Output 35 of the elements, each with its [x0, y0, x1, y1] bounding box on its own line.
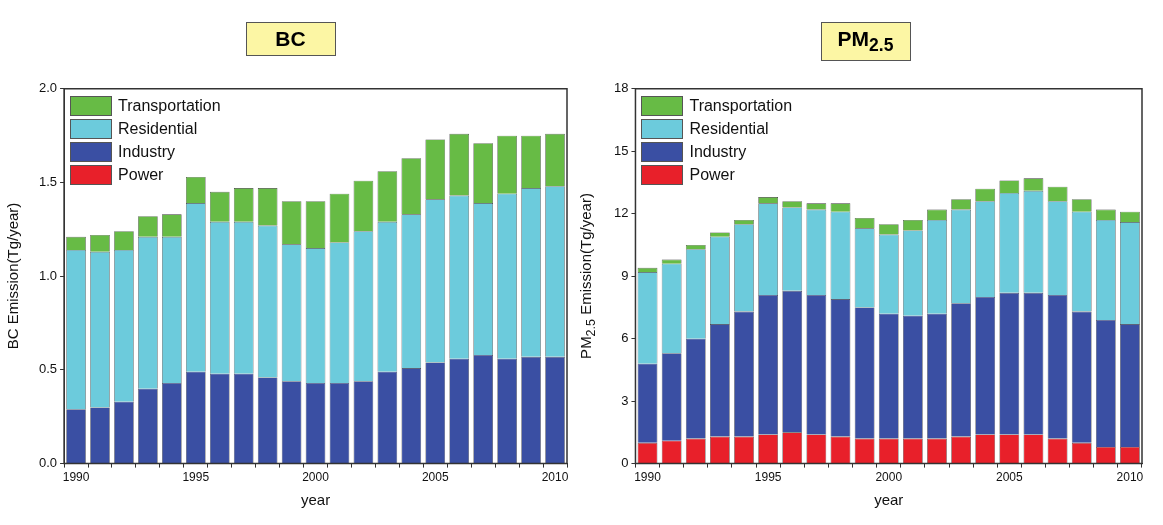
- legend-label: Transportation: [118, 97, 221, 116]
- x-tick-label: 2010: [1116, 470, 1144, 485]
- x-axis-title: year: [300, 491, 331, 509]
- legend-label: Industry: [118, 143, 175, 162]
- x-tick-label: 1995: [754, 470, 782, 485]
- legend-label: Power: [689, 166, 735, 185]
- y-tick-label: 9: [621, 267, 629, 283]
- x-tick-label: 2000: [302, 470, 330, 485]
- x-tick-label: 1990: [634, 470, 662, 485]
- x-tick-label: 2005: [995, 470, 1023, 485]
- y-tick-label: 1.0: [38, 267, 58, 283]
- legend-label: Residential: [689, 120, 769, 139]
- legend-label: Residential: [118, 120, 198, 139]
- x-tick-label: 2000: [875, 470, 903, 485]
- chart-title: PM$_{2.5}$: [820, 22, 911, 62]
- legend-label: Industry: [689, 143, 747, 162]
- y-tick-label: 0: [621, 455, 629, 471]
- x-tick-label: 1990: [62, 470, 90, 485]
- x-tick-label: 1995: [182, 470, 210, 485]
- legend-label: Power: [118, 166, 164, 185]
- x-axis-title: year: [874, 491, 904, 509]
- x-tick-label: 2010: [541, 470, 569, 485]
- y-tick-label: 18: [613, 80, 629, 96]
- y-tick-label: 0.5: [38, 361, 58, 377]
- y-tick-label: 1.5: [38, 174, 58, 190]
- y-axis-title: BC Emission(Tg/year): [3, 202, 21, 350]
- y-tick-label: 2.0: [38, 80, 58, 96]
- y-tick-label: 3: [621, 392, 629, 408]
- y-tick-label: 15: [613, 142, 629, 158]
- chart-title: BC: [245, 22, 336, 56]
- legend-label: Transportation: [689, 97, 793, 116]
- x-tick-label: 2005: [421, 470, 449, 485]
- y-tick-label: 0.0: [38, 455, 58, 471]
- y-tick-label: 6: [621, 330, 629, 346]
- y-tick-label: 12: [613, 205, 629, 221]
